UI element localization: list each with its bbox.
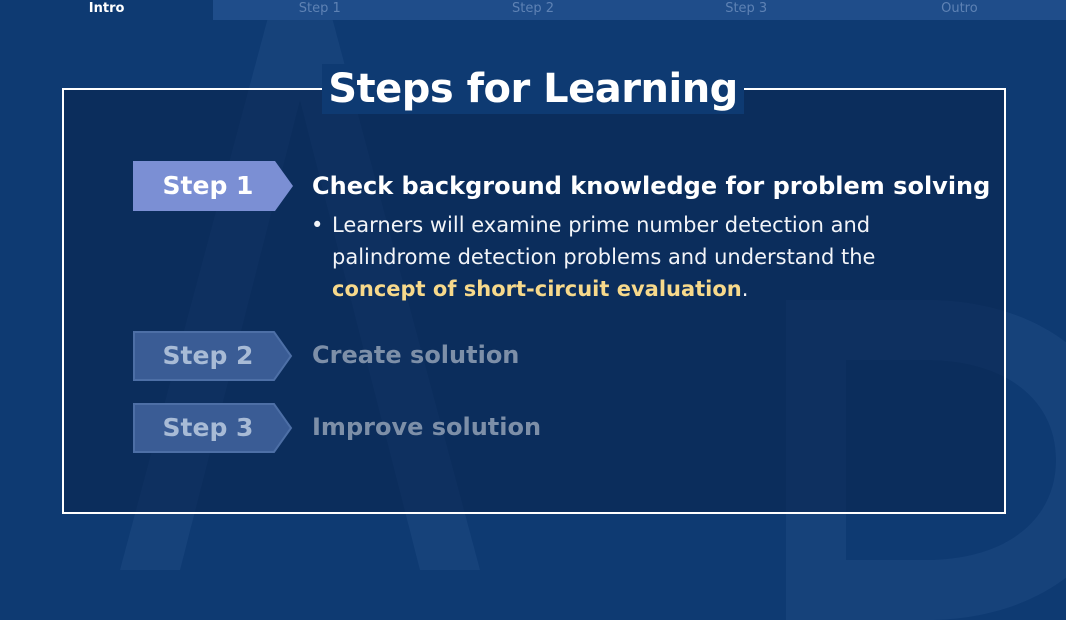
step-1-description-body: Learners will examine prime number detec… [332, 213, 876, 269]
step-1-badge[interactable]: Step 1 [133, 161, 293, 211]
step-3-badge[interactable]: Step 3 [133, 403, 293, 453]
step-3-badge-label: Step 3 [162, 413, 254, 442]
step-1-badge-shape [133, 161, 293, 211]
tab-outro[interactable]: Outro [852, 0, 1066, 20]
tab-intro[interactable]: Intro [0, 0, 214, 20]
step-1-description-text: Learners will examine prime number detec… [332, 209, 911, 305]
step-2-badge[interactable]: Step 2 [133, 331, 293, 381]
tab-step-2[interactable]: Step 2 [426, 0, 640, 20]
step-2-badge-label: Step 2 [162, 341, 254, 370]
step-1-description-end: . [741, 277, 749, 301]
step-1-title: Check background knowledge for problem s… [312, 172, 991, 200]
tab-step-3[interactable]: Step 3 [639, 0, 853, 20]
step-3-title: Improve solution [312, 413, 542, 441]
tab-step-1[interactable]: Step 1 [213, 0, 427, 20]
lesson-tab-bar: Intro Step 1 Step 2 Step 3 Outro [0, 0, 1066, 20]
step-1-description: • Learners will examine prime number det… [311, 209, 911, 305]
page-title: Steps for Learning [322, 64, 744, 114]
bullet-icon: • [311, 213, 324, 237]
step-2-title: Create solution [312, 341, 520, 369]
step-1-badge-label: Step 1 [162, 171, 254, 200]
step-2-badge-shape [133, 331, 293, 381]
step-1-highlight: concept of short-circuit evaluation [332, 277, 742, 301]
step-3-badge-shape [133, 403, 293, 453]
title-area: Steps for Learning [0, 64, 1066, 114]
